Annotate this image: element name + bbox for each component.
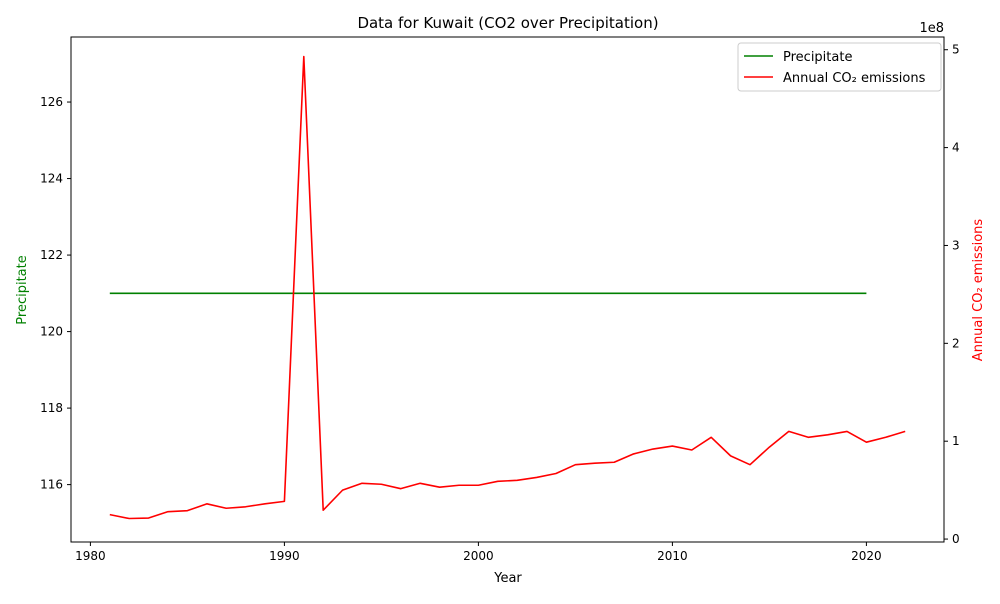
legend-label-precipitate: Precipitate [783, 50, 852, 65]
axes: 1980 1990 2000 2010 202011611812012212412601… [40, 36, 960, 563]
right-axis-multiplier: 1e8 [919, 21, 944, 36]
plot-frame [70, 36, 945, 543]
y-tick-label-left: 124 [40, 172, 63, 186]
legend-label-co2: Annual CO₂ emissions [783, 71, 926, 86]
plot-area [109, 55, 906, 520]
y-tick-label-left: 116 [40, 478, 63, 492]
y-tick-label-right: 3 [952, 238, 960, 252]
x-axis-label: Year [493, 571, 522, 586]
y-axis-label-left: Precipitate [15, 255, 30, 324]
x-tick-label: 1980 [75, 549, 106, 563]
y-tick-label-right: 4 [952, 141, 960, 155]
y-tick-label-right: 5 [952, 43, 960, 57]
y-tick-label-left: 122 [40, 248, 63, 262]
legend-frame [737, 42, 942, 92]
y-tick-label-right: 1 [952, 434, 960, 448]
x-tick-label: 2010 [657, 549, 688, 563]
x-tick-label: 1990 [269, 549, 300, 563]
x-tick-label: 2000 [463, 549, 494, 563]
y-tick-label-left: 126 [40, 95, 63, 109]
y-tick-label-right: 2 [952, 336, 960, 350]
series-line-co2 [109, 55, 906, 520]
y-tick-label-left: 120 [40, 325, 63, 339]
y-axis-label-right: Annual CO₂ emissions [971, 219, 986, 362]
x-tick-label: 2020 [851, 549, 882, 563]
y-tick-label-left: 118 [40, 401, 63, 415]
chart-title: Data for Kuwait (CO2 over Precipitation) [357, 14, 658, 32]
legend: Precipitate Annual CO₂ emissions [737, 42, 942, 92]
y-tick-label-right: 0 [952, 532, 960, 546]
